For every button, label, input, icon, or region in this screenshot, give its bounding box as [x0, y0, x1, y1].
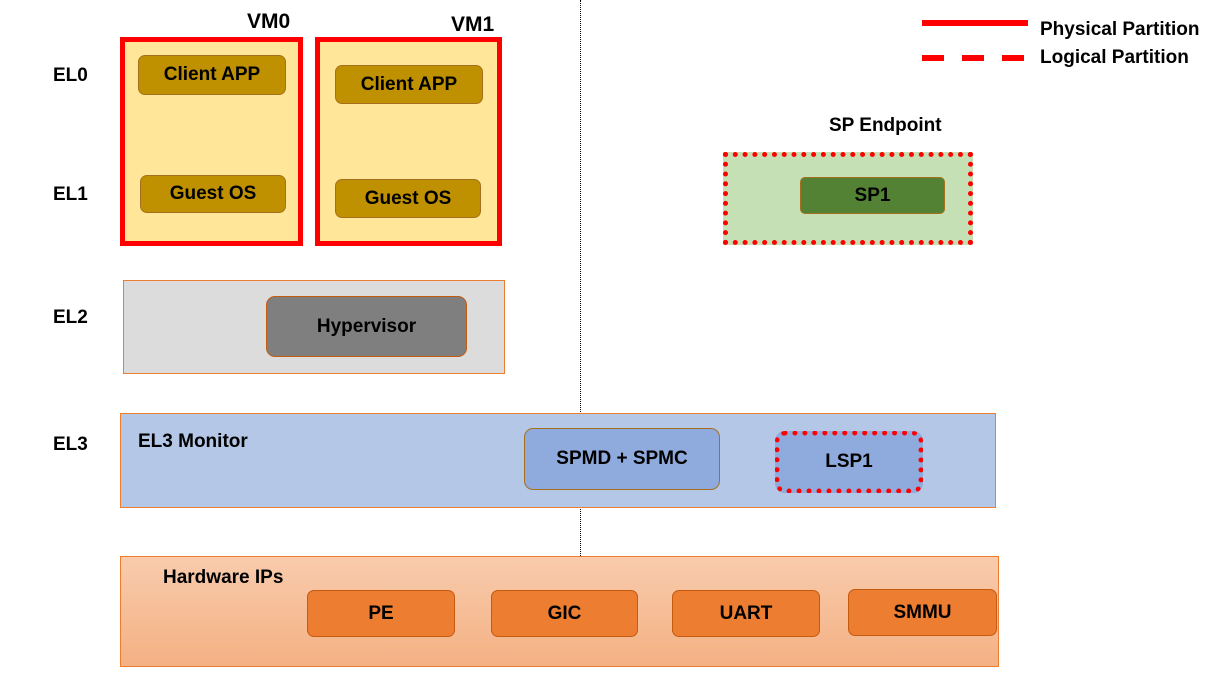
ip-uart: UART — [672, 590, 820, 637]
ip-gic: GIC — [491, 590, 638, 637]
spmd-spmc-box: SPMD + SPMC — [524, 428, 720, 490]
legend-physical-line — [922, 20, 1028, 26]
sp-endpoint-label: SP Endpoint — [829, 115, 942, 136]
vm0-guest-os: Guest OS — [140, 175, 286, 213]
legend-logical-line — [922, 55, 1028, 61]
ip-smmu: SMMU — [848, 589, 997, 636]
ip-pe: PE — [307, 590, 455, 637]
el2-label: EL2 — [53, 307, 88, 328]
hardware-label: Hardware IPs — [163, 567, 284, 588]
el3-label: EL3 — [53, 434, 88, 455]
world-divider — [580, 0, 581, 556]
el3-monitor-label: EL3 Monitor — [138, 431, 248, 452]
legend-physical-label: Physical Partition — [1040, 19, 1200, 40]
vm1-guest-os: Guest OS — [335, 179, 481, 218]
sp1-box: SP1 — [800, 177, 945, 214]
vm1-label: VM1 — [451, 13, 495, 36]
lsp1-box: LSP1 — [775, 431, 923, 493]
legend-logical-label: Logical Partition — [1040, 47, 1189, 68]
vm0-client-app: Client APP — [138, 55, 286, 95]
vm0-label: VM0 — [247, 10, 291, 33]
vm1-client-app: Client APP — [335, 65, 483, 104]
el0-label: EL0 — [53, 65, 88, 86]
el1-label: EL1 — [53, 184, 88, 205]
hypervisor-box: Hypervisor — [266, 296, 467, 357]
